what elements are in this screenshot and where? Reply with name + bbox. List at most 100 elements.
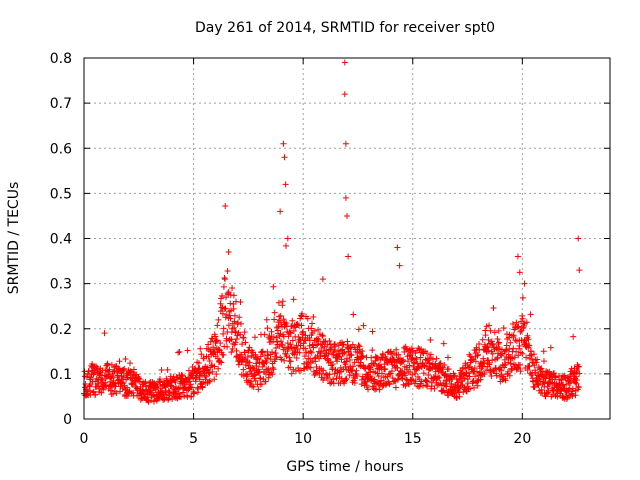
data-point (417, 354, 424, 361)
data-point (522, 343, 529, 350)
data-point (425, 372, 432, 379)
data-point (269, 349, 276, 356)
data-point (278, 356, 285, 363)
data-point (300, 328, 307, 335)
data-point (515, 352, 522, 359)
data-point (405, 358, 412, 365)
data-point (405, 380, 412, 387)
data-point (325, 375, 332, 382)
data-point (298, 322, 305, 329)
data-point (420, 382, 427, 389)
data-point (523, 319, 530, 326)
data-point (538, 365, 545, 372)
data-point (510, 332, 517, 339)
data-point (195, 360, 202, 367)
data-point (481, 371, 488, 378)
data-point (178, 372, 185, 379)
data-point (184, 347, 191, 354)
data-point (526, 342, 533, 349)
data-point (232, 328, 239, 335)
data-point (378, 364, 385, 371)
data-point (423, 377, 430, 384)
data-point (409, 371, 416, 378)
x-tick-label: 10 (294, 431, 312, 447)
data-point (165, 388, 172, 395)
data-point (526, 363, 533, 370)
data-point (250, 383, 257, 390)
data-point (240, 334, 247, 341)
data-point (375, 373, 382, 380)
data-point (329, 361, 336, 368)
data-point (485, 347, 492, 354)
data-point (342, 194, 349, 201)
data-point (285, 333, 292, 340)
data-point (124, 392, 131, 399)
data-point (270, 283, 277, 290)
data-point (341, 380, 348, 387)
data-point (487, 327, 494, 334)
data-point (231, 324, 238, 331)
data-point (322, 370, 329, 377)
data-point (373, 386, 380, 393)
data-point (516, 345, 523, 352)
data-point (341, 59, 348, 66)
data-point (489, 350, 496, 357)
data-point (500, 324, 507, 331)
data-point (453, 394, 460, 401)
data-point (279, 302, 286, 309)
data-point (399, 375, 406, 382)
data-point (219, 292, 226, 299)
data-point (415, 345, 422, 352)
data-point (127, 360, 134, 367)
data-point (343, 376, 350, 383)
data-point (283, 320, 290, 327)
data-point (542, 375, 549, 382)
data-point (238, 320, 245, 327)
data-point (191, 390, 198, 397)
chart-title: Day 261 of 2014, SRMTID for receiver spt… (195, 20, 495, 36)
data-point (411, 359, 418, 366)
data-point (410, 363, 417, 370)
data-point (324, 341, 331, 348)
data-point (280, 316, 287, 323)
data-point (368, 354, 375, 361)
data-point (493, 372, 500, 379)
data-point (227, 315, 234, 322)
data-point (406, 381, 413, 388)
data-point (419, 349, 426, 356)
data-point (359, 348, 366, 355)
data-point (548, 379, 555, 386)
data-point (107, 387, 114, 394)
data-point (426, 360, 433, 367)
grid-layer (84, 58, 610, 419)
data-point (294, 321, 301, 328)
data-point (220, 330, 227, 337)
data-point (484, 344, 491, 351)
data-point (494, 336, 501, 343)
data-point (353, 372, 360, 379)
data-point (394, 244, 401, 251)
data-point (575, 235, 582, 242)
data-point (495, 327, 502, 334)
data-point (311, 371, 318, 378)
data-point (290, 327, 297, 334)
data-point (359, 353, 366, 360)
data-point (237, 298, 244, 305)
data-point (121, 365, 128, 372)
data-point (282, 242, 289, 249)
data-point (122, 356, 129, 363)
data-point (264, 325, 271, 332)
data-point (199, 384, 206, 391)
data-point (233, 347, 240, 354)
data-point (502, 377, 509, 384)
data-point (517, 328, 524, 335)
data-point (205, 369, 212, 376)
data-point (164, 380, 171, 387)
data-point (550, 370, 557, 377)
data-point (248, 352, 255, 359)
data-point (319, 332, 326, 339)
data-point (99, 376, 106, 383)
data-point (263, 359, 270, 366)
data-point (246, 359, 253, 366)
data-point (135, 375, 142, 382)
